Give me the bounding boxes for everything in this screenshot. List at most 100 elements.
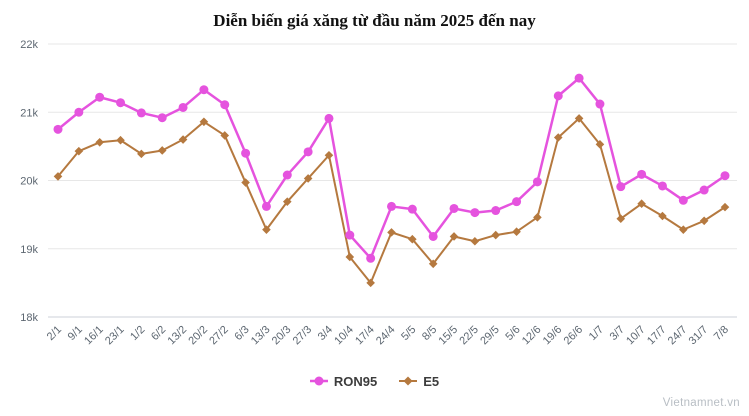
x-tick-label: 10/4 <box>332 324 356 348</box>
x-tick-label: 20/3 <box>270 324 294 348</box>
ron95-point[interactable] <box>95 92 105 102</box>
legend-label-e5: E5 <box>423 373 440 389</box>
y-tick-label: 19k <box>20 244 38 256</box>
e5-point[interactable] <box>553 133 563 142</box>
ron95-point[interactable] <box>532 177 542 187</box>
e5-line <box>57 117 726 284</box>
e5-point[interactable] <box>53 172 63 181</box>
e5-legend-marker <box>399 376 418 386</box>
x-tick-label: 13/3 <box>249 324 273 348</box>
ron95-point[interactable] <box>678 195 688 205</box>
e5-point[interactable] <box>282 197 292 206</box>
legend-item-e5[interactable]: E5 <box>399 374 439 389</box>
y-tick-label: 21k <box>20 107 38 119</box>
y-tick-label: 22k <box>20 39 38 51</box>
x-tick-label: 24/4 <box>374 324 398 348</box>
ron95-point[interactable] <box>407 204 417 214</box>
e5-point[interactable] <box>178 135 188 144</box>
ron95-point[interactable] <box>74 107 84 117</box>
ron95-point[interactable] <box>345 230 355 240</box>
ron95-point[interactable] <box>637 169 647 179</box>
e5-point[interactable] <box>157 146 167 155</box>
ron95-point[interactable] <box>574 73 584 83</box>
e5-point[interactable] <box>512 227 521 236</box>
x-tick-label: 23/1 <box>103 324 127 348</box>
legend-item-ron95[interactable]: RON95 <box>309 373 378 389</box>
x-tick-label: 12/6 <box>520 324 544 348</box>
e5-point[interactable] <box>720 202 730 212</box>
ron95-legend-marker <box>309 376 328 386</box>
e5-point[interactable] <box>220 131 230 140</box>
ron95-point[interactable] <box>178 102 188 112</box>
ron95-point[interactable] <box>553 91 563 101</box>
ron95-point[interactable] <box>366 253 376 263</box>
ron95-point[interactable] <box>699 185 709 195</box>
ron95-point[interactable] <box>116 98 126 108</box>
e5-point[interactable] <box>595 140 605 149</box>
e5-point[interactable] <box>137 149 146 159</box>
ron95-point[interactable] <box>199 85 209 95</box>
e5-point[interactable] <box>679 225 688 234</box>
e5-point[interactable] <box>199 117 209 127</box>
e5-point[interactable] <box>74 146 84 156</box>
e5-point[interactable] <box>533 213 542 222</box>
e5-point[interactable] <box>491 230 501 240</box>
e5-point[interactable] <box>116 135 125 145</box>
chart-legend: RON95 E5 <box>0 370 749 392</box>
x-tick-label: 16/1 <box>82 324 106 348</box>
y-tick-label: 20k <box>20 176 38 188</box>
ron95-point[interactable] <box>157 113 167 123</box>
x-tick-label: 26/6 <box>562 324 586 348</box>
ron95-point[interactable] <box>136 108 146 118</box>
e5-point[interactable] <box>449 232 459 241</box>
e5-point[interactable] <box>658 211 667 221</box>
ron95-point[interactable] <box>657 181 667 191</box>
e5-point[interactable] <box>345 252 355 262</box>
ron95-point[interactable] <box>595 99 605 109</box>
e5-point[interactable] <box>366 278 375 288</box>
e5-point[interactable] <box>241 178 250 187</box>
ron95-point[interactable] <box>491 206 501 216</box>
e5-point[interactable] <box>637 199 646 209</box>
ron95-point[interactable] <box>324 113 334 123</box>
x-tick-label: 1/2 <box>128 324 147 343</box>
e5-point[interactable] <box>408 234 417 244</box>
e5-point[interactable] <box>95 137 104 147</box>
ron95-point[interactable] <box>303 147 313 157</box>
ron95-point[interactable] <box>261 201 271 211</box>
watermark: Vietnamnet.vn <box>662 397 740 409</box>
ron95-point[interactable] <box>512 197 522 207</box>
x-tick-label: 20/2 <box>186 324 210 348</box>
e5-point[interactable] <box>616 214 626 224</box>
legend-label-ron95: RON95 <box>333 373 378 389</box>
e5-point[interactable] <box>324 150 334 160</box>
e5-point[interactable] <box>262 225 271 234</box>
ron95-point[interactable] <box>220 100 230 110</box>
ron95-point[interactable] <box>470 208 480 218</box>
x-tick-label: 15/5 <box>437 324 461 348</box>
ron95-point[interactable] <box>53 124 63 134</box>
x-tick-label: 1/7 <box>587 324 606 343</box>
x-tick-label: 27/2 <box>207 324 231 348</box>
e5-point[interactable] <box>303 174 313 183</box>
ron95-point[interactable] <box>282 170 292 180</box>
ron95-point[interactable] <box>428 231 438 241</box>
e5-point[interactable] <box>387 228 396 237</box>
x-tick-label: 5/5 <box>399 324 418 343</box>
ron95-point[interactable] <box>449 203 459 213</box>
y-tick-label: 18k <box>20 312 38 324</box>
ron95-point[interactable] <box>241 148 251 158</box>
ron95-point[interactable] <box>387 201 396 211</box>
e5-point[interactable] <box>574 114 584 123</box>
x-tick-label: 17/4 <box>353 324 377 348</box>
ron95-point[interactable] <box>616 182 626 192</box>
e5-point[interactable] <box>470 236 480 246</box>
x-tick-label: 31/7 <box>687 324 711 348</box>
x-tick-label: 7/8 <box>712 324 731 343</box>
x-tick-label: 29/5 <box>478 324 502 348</box>
ron95-point[interactable] <box>720 171 730 181</box>
e5-point[interactable] <box>699 216 709 226</box>
e5-point[interactable] <box>428 259 438 269</box>
x-tick-label: 13/2 <box>166 324 190 348</box>
